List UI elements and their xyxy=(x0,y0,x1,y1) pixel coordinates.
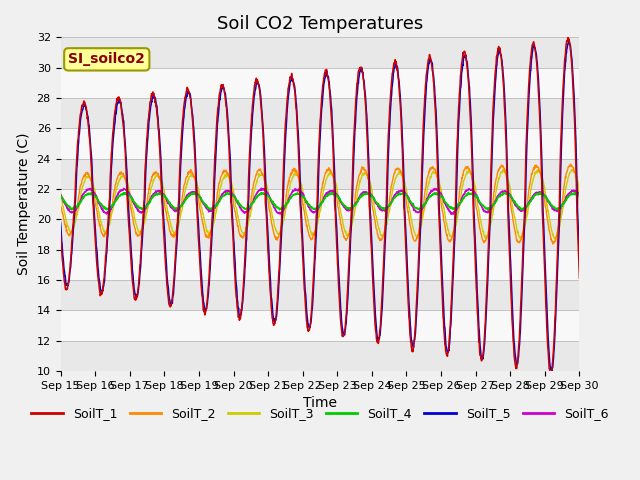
SoilT_2 xyxy=(57,203,65,209)
SoilT_2 xyxy=(575,202,583,207)
SoilT_1 xyxy=(564,34,572,40)
Y-axis label: Soil Temperature (C): Soil Temperature (C) xyxy=(17,133,31,276)
SoilT_1 xyxy=(468,157,476,163)
SoilT_5 xyxy=(548,368,556,374)
SoilT_4 xyxy=(554,207,562,213)
Bar xyxy=(61,341,579,371)
SoilT_6 xyxy=(447,211,455,217)
SoilT_1 xyxy=(401,207,408,213)
Title: Soil CO2 Temperatures: Soil CO2 Temperatures xyxy=(217,15,423,33)
SoilT_5 xyxy=(566,38,573,44)
SoilT_2 xyxy=(159,193,167,199)
SoilT_5 xyxy=(468,139,476,145)
SoilT_2 xyxy=(401,183,408,189)
SoilT_6 xyxy=(575,192,583,198)
Bar xyxy=(61,128,579,159)
SoilT_3 xyxy=(57,189,65,195)
SoilT_3 xyxy=(401,177,408,182)
SoilT_1 xyxy=(57,231,65,237)
SoilT_2 xyxy=(230,204,238,210)
SoilT_1 xyxy=(172,244,180,250)
SoilT_4 xyxy=(172,205,180,211)
Legend: SoilT_1, SoilT_2, SoilT_3, SoilT_4, SoilT_5, SoilT_6: SoilT_1, SoilT_2, SoilT_3, SoilT_4, Soil… xyxy=(26,402,614,425)
Line: SoilT_6: SoilT_6 xyxy=(61,188,579,214)
SoilT_2 xyxy=(468,176,476,181)
SoilT_6 xyxy=(469,189,477,194)
SoilT_4 xyxy=(515,204,522,209)
SoilT_3 xyxy=(568,167,575,172)
SoilT_5 xyxy=(159,209,167,215)
SoilT_4 xyxy=(465,190,472,195)
Bar xyxy=(61,311,579,341)
SoilT_1 xyxy=(159,225,167,231)
Bar xyxy=(61,280,579,311)
SoilT_1 xyxy=(230,257,238,263)
SoilT_3 xyxy=(551,237,559,242)
Line: SoilT_4: SoilT_4 xyxy=(61,192,579,210)
SoilT_3 xyxy=(172,228,180,234)
Bar xyxy=(61,37,579,68)
SoilT_4 xyxy=(159,192,167,198)
SoilT_1 xyxy=(575,276,583,281)
SoilT_6 xyxy=(515,206,522,212)
SoilT_2 xyxy=(566,161,574,167)
SoilT_2 xyxy=(514,239,522,245)
SoilT_5 xyxy=(575,256,583,262)
SoilT_5 xyxy=(230,240,238,246)
SoilT_5 xyxy=(401,188,408,193)
SoilT_1 xyxy=(514,358,522,363)
SoilT_2 xyxy=(172,228,180,234)
SoilT_6 xyxy=(257,185,265,191)
Line: SoilT_1: SoilT_1 xyxy=(61,37,579,374)
SoilT_1 xyxy=(547,372,554,377)
SoilT_3 xyxy=(159,184,167,190)
SoilT_6 xyxy=(230,193,238,199)
SoilT_5 xyxy=(57,219,65,225)
SoilT_4 xyxy=(575,194,583,200)
Bar xyxy=(61,98,579,128)
Bar xyxy=(61,250,579,280)
Bar xyxy=(61,189,579,219)
SoilT_6 xyxy=(159,192,167,197)
SoilT_5 xyxy=(172,252,180,258)
SoilT_4 xyxy=(401,192,408,197)
SoilT_2 xyxy=(549,241,557,247)
SoilT_6 xyxy=(57,192,65,198)
Line: SoilT_3: SoilT_3 xyxy=(61,169,579,240)
SoilT_5 xyxy=(514,360,522,365)
Line: SoilT_5: SoilT_5 xyxy=(61,41,579,371)
SoilT_3 xyxy=(468,172,476,178)
SoilT_6 xyxy=(172,207,180,213)
Bar xyxy=(61,219,579,250)
SoilT_4 xyxy=(230,194,238,200)
Line: SoilT_2: SoilT_2 xyxy=(61,164,579,244)
SoilT_3 xyxy=(575,186,583,192)
SoilT_4 xyxy=(468,191,476,197)
Bar xyxy=(61,159,579,189)
SoilT_3 xyxy=(514,228,522,234)
Text: SI_soilco2: SI_soilco2 xyxy=(68,52,145,66)
SoilT_3 xyxy=(230,191,238,197)
X-axis label: Time: Time xyxy=(303,396,337,410)
SoilT_6 xyxy=(401,189,408,195)
Bar xyxy=(61,68,579,98)
SoilT_4 xyxy=(57,193,65,199)
